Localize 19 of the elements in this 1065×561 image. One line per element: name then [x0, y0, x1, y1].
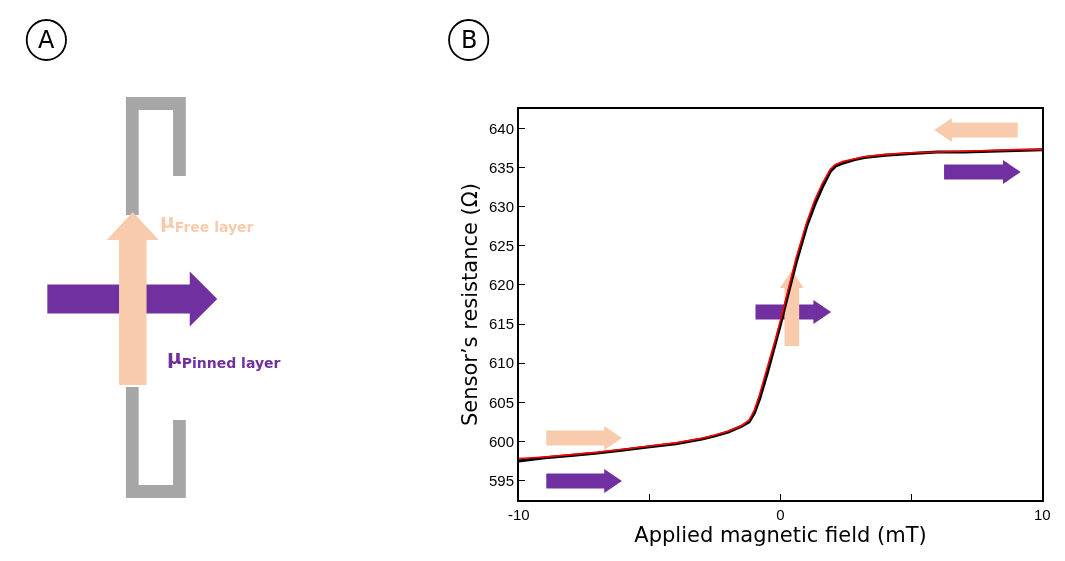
y-tick-label: 620	[489, 276, 515, 294]
y-tick-label: 630	[489, 198, 515, 215]
text: μ$_{Pinned layer}$	[167, 345, 281, 372]
x-tick-label: 0	[776, 505, 785, 523]
text: μ$_{Free layer}$	[160, 209, 254, 236]
y-axis-title: Sensor’s resistance (Ω)	[457, 182, 482, 427]
y-tick-label: 640	[489, 119, 515, 137]
chart-title: B	[461, 26, 478, 54]
y-tick-label: 610	[489, 354, 515, 372]
text: A	[38, 26, 55, 54]
x-tick-label: 10	[1033, 505, 1051, 523]
y-tick-label: 625	[489, 237, 515, 255]
y-tick-label: 615	[489, 315, 515, 333]
y-tick-label: 605	[489, 393, 515, 411]
y-tick-label: 600	[489, 432, 515, 450]
y-tick-label: 635	[489, 158, 515, 176]
x-axis-title: Applied magnetic field (mT)	[634, 522, 927, 547]
y-tick-label: 595	[489, 471, 515, 489]
x-tick-label: -10	[507, 505, 530, 523]
